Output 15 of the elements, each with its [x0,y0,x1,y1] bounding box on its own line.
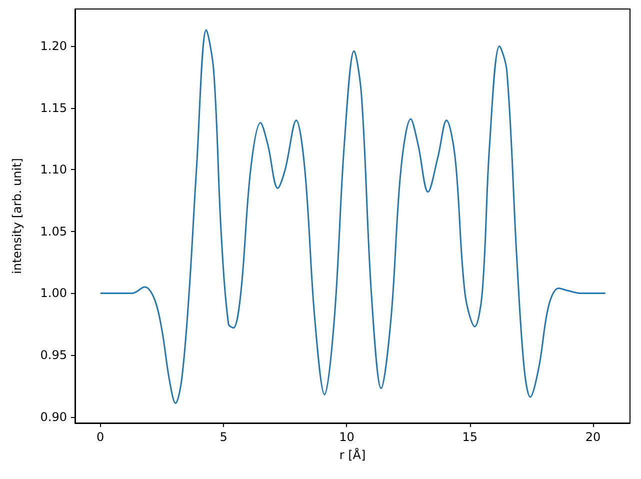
x-tick-label: 10 [339,430,354,444]
y-tick-label: 1.15 [40,100,67,115]
x-axis-title: r [Å] [339,447,366,462]
x-tick-label: 15 [462,430,478,444]
x-tick-label: 0 [96,430,104,444]
y-tick-label: 1.20 [40,39,67,54]
y-tick-label: 1.00 [40,286,67,300]
x-tick-label: 20 [585,430,601,444]
y-tick-label: 0.90 [40,410,67,424]
y-tick-label: 1.05 [40,224,67,238]
x-tick-label: 5 [220,430,228,444]
y-tick-label: 0.95 [40,348,67,362]
y-tick-label: 1.10 [40,162,67,177]
y-axis-title: intensity [arb. unit] [10,158,24,274]
line-series [100,29,606,404]
